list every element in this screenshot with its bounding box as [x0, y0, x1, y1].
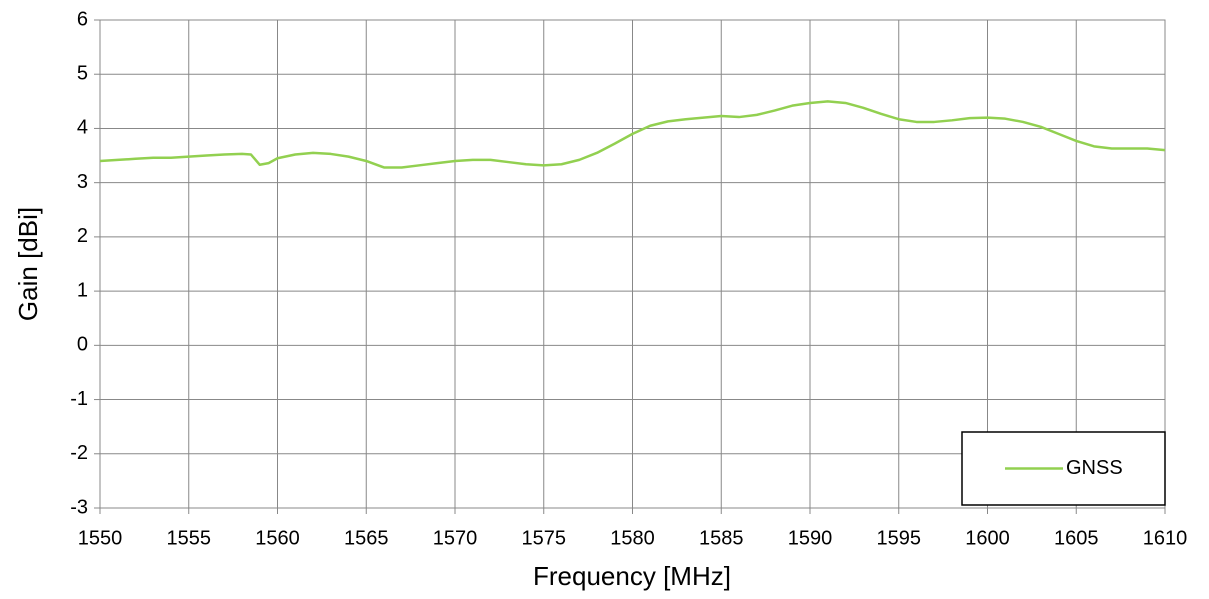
x-tick-label: 1555: [167, 527, 212, 549]
x-tick-label: 1610: [1143, 527, 1188, 549]
x-tick-label: 1590: [788, 527, 833, 549]
y-tick-label: 6: [77, 8, 88, 30]
x-tick-label: 1595: [877, 527, 922, 549]
x-tick-label: 1600: [965, 527, 1010, 549]
y-tick-label: 0: [77, 334, 88, 356]
x-tick-label: 1570: [433, 527, 478, 549]
x-tick-label: 1575: [522, 527, 567, 549]
y-tick-label: 4: [77, 117, 88, 139]
y-tick-label: 5: [77, 63, 88, 85]
legend-label: GNSS: [1066, 457, 1123, 479]
y-tick-label: -3: [70, 496, 88, 518]
x-tick-label: 1550: [78, 527, 123, 549]
data-line: [99, 100, 1166, 169]
x-tick-label: 1585: [699, 527, 744, 549]
x-tick-label: 1565: [344, 527, 389, 549]
y-tick-label: 3: [77, 171, 88, 193]
x-tick-label: 1580: [610, 527, 655, 549]
y-tick-label: 2: [77, 225, 88, 247]
y-axis-label: Gain [dBi]: [13, 207, 43, 321]
x-tick-label: 1560: [255, 527, 300, 549]
y-tick-label: -1: [70, 388, 88, 410]
y-tick-label: -2: [70, 442, 88, 464]
x-axis-label: Frequency [MHz]: [533, 561, 731, 591]
legend-box: [961, 431, 1166, 506]
x-tick-label: 1605: [1054, 527, 1099, 549]
plot-border: [99, 19, 1166, 509]
y-tick-label: 1: [77, 279, 88, 301]
